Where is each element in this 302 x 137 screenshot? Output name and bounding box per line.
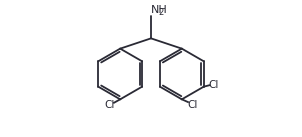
Text: 2: 2 [159,8,164,17]
Text: Cl: Cl [105,101,115,110]
Text: Cl: Cl [208,80,219,90]
Text: NH: NH [151,5,168,15]
Text: Cl: Cl [187,100,197,110]
